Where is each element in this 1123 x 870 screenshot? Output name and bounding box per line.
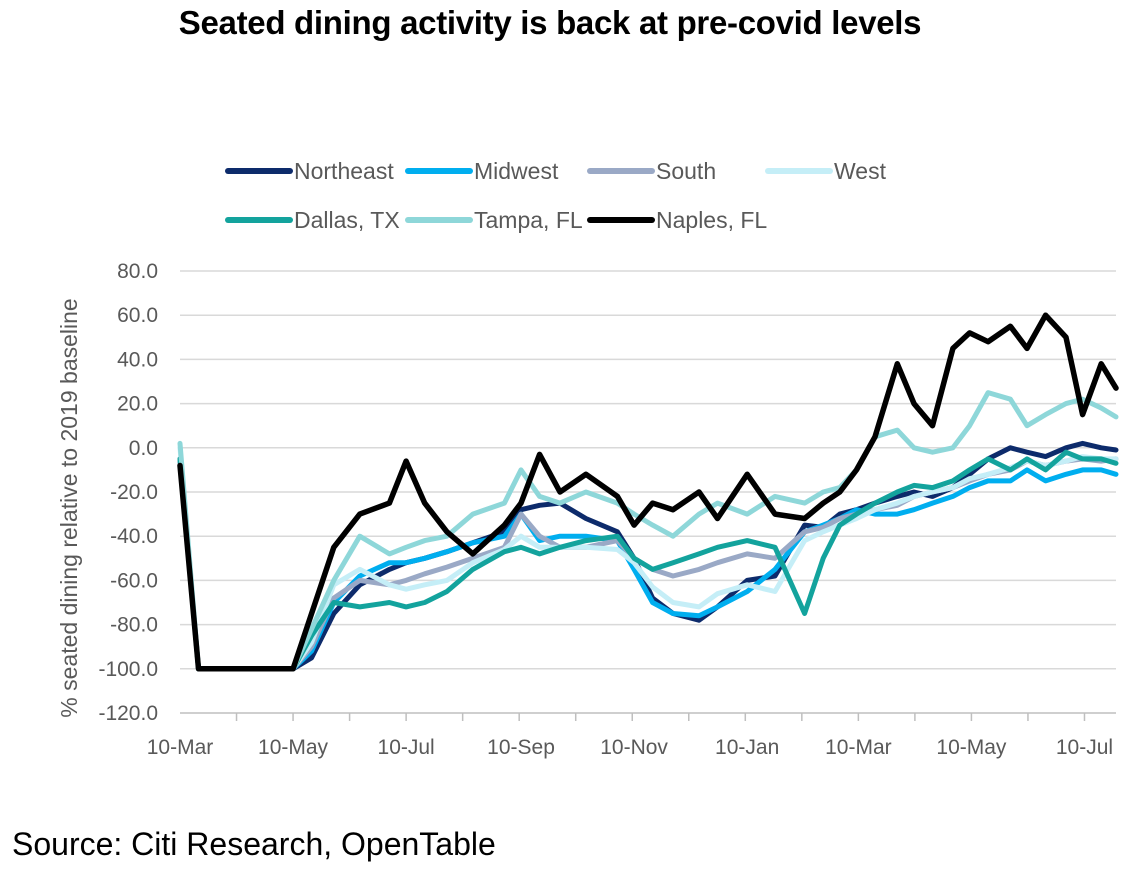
- legend-label: Tampa, FL: [474, 207, 583, 233]
- y-tick-label: -60.0: [110, 569, 158, 592]
- x-tick-label: 10-Mar: [825, 736, 892, 759]
- legend-label: Northeast: [294, 158, 394, 184]
- x-tick-label: 10-May: [258, 736, 329, 759]
- x-tick-label: 10-May: [936, 736, 1007, 759]
- chart-title: Seated dining activity is back at pre-co…: [178, 4, 922, 41]
- y-tick-label: -80.0: [110, 614, 158, 637]
- source-note: Source: Citi Research, OpenTable: [12, 826, 496, 862]
- x-axis: 10-Mar 10-May 10-Jul 10-Sep 10-Nov 10-Jan 10-M…: [147, 712, 1116, 759]
- chart: Northeast Midwest South West Dallas, TX Tampa…: [56, 158, 1119, 759]
- series-line-6: [177, 312, 1119, 672]
- x-tick-label: 10-Jan: [715, 736, 779, 759]
- legend-label: Dallas, TX: [294, 207, 400, 233]
- y-tick-label: -40.0: [110, 525, 158, 548]
- series-line-4: [177, 449, 1119, 672]
- series-line-3: [177, 445, 1119, 672]
- legend-label: South: [656, 158, 716, 184]
- x-tick-label: 10-Sep: [487, 736, 555, 759]
- series-lines: [177, 312, 1119, 672]
- y-tick-label: 60.0: [117, 304, 158, 327]
- x-tick-label: 10-Mar: [147, 736, 214, 759]
- legend: Northeast Midwest South West Dallas, TX Tampa…: [225, 158, 887, 233]
- x-tick-label: 10-Jul: [1056, 736, 1113, 759]
- y-tick-label: 20.0: [117, 393, 158, 416]
- legend-label: Naples, FL: [656, 207, 767, 233]
- x-tick-label: 10-Jul: [378, 736, 435, 759]
- y-tick-label: -100.0: [98, 658, 158, 681]
- legend-label: West: [834, 158, 887, 184]
- series-line-5: [177, 390, 1119, 672]
- legend-label: Midwest: [474, 158, 559, 184]
- x-tick-label: 10-Nov: [600, 736, 668, 759]
- y-tick-label: -120.0: [98, 702, 158, 725]
- y-tick-label: 40.0: [117, 348, 158, 371]
- y-tick-label: 0.0: [129, 437, 158, 460]
- y-axis-label: % seated dining relative to 2019 baselin…: [56, 298, 82, 717]
- y-axis-ticks: 80.0 60.0 40.0 20.0 0.0 -20.0 -40.0 -60.0 -80.0 -…: [98, 260, 158, 725]
- y-tick-label: 80.0: [117, 260, 158, 283]
- y-tick-label: -20.0: [110, 481, 158, 504]
